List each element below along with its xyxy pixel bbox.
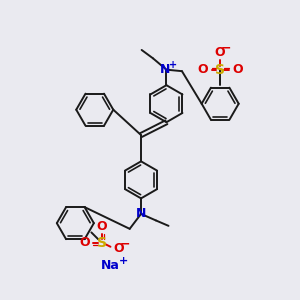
Text: +: + [119,256,128,266]
Text: +: + [169,60,177,70]
Text: S: S [215,63,225,77]
Text: O: O [215,46,226,59]
Text: −: − [220,41,231,54]
Text: O: O [232,63,242,76]
Text: O: O [97,220,107,232]
Text: O: O [80,236,90,249]
Text: N: N [136,207,146,220]
Text: S: S [97,236,107,250]
Text: N: N [160,63,170,76]
Text: −: − [120,237,130,250]
Text: O: O [113,242,124,255]
Text: Na: Na [101,259,120,272]
Text: O: O [198,63,208,76]
